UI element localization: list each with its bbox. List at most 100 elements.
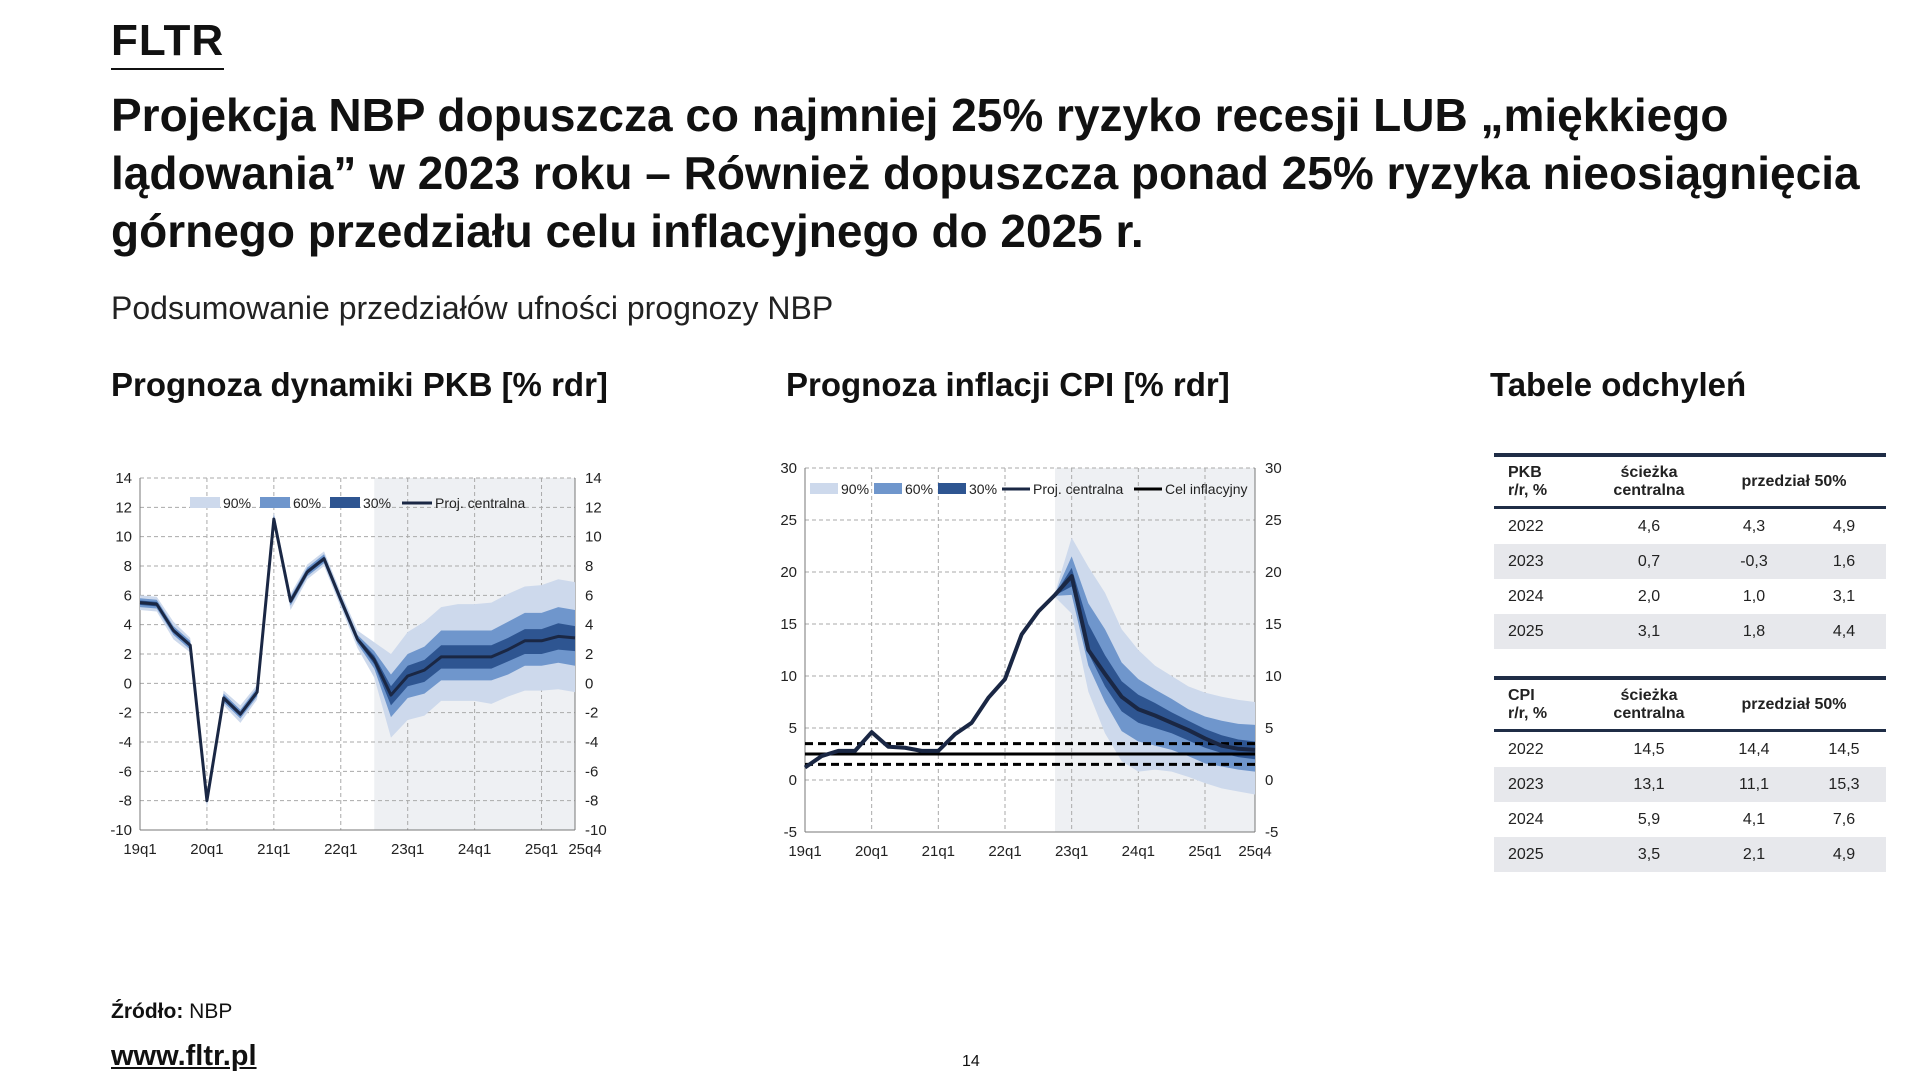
table-cell: 14,5: [1633, 740, 1665, 758]
x-tick-label: 24q1: [458, 841, 491, 858]
table-row: 2024 2,0 1,0 3,1: [1494, 579, 1886, 614]
table-cell: 2022: [1508, 517, 1544, 535]
table-cell: 3,1: [1637, 622, 1661, 640]
y-tick-label-left: 0: [124, 675, 132, 692]
table-cell: 1,6: [1832, 552, 1856, 570]
y-tick-label-right: 0: [1265, 772, 1273, 789]
table-row: 2022 4,6 4,3 4,9: [1494, 509, 1886, 544]
table-cell: 4,9: [1832, 845, 1856, 863]
x-tick-label: 24q1: [1122, 843, 1155, 860]
table-cell: 3,1: [1832, 587, 1856, 605]
y-tick-label-right: -6: [585, 763, 598, 780]
x-tick-label: 25q1: [525, 841, 558, 858]
legend-label: 90%: [223, 495, 251, 511]
table-cell: 1,0: [1742, 587, 1766, 605]
y-tick-label-right: 6: [585, 587, 593, 604]
table-cell: 3,5: [1637, 845, 1661, 863]
header-central: ścieżka centralna: [1594, 464, 1704, 500]
y-tick-label-right: 10: [585, 529, 602, 546]
y-tick-label-right: -4: [585, 734, 598, 751]
table-row: 2023 0,7 -0,3 1,6: [1494, 544, 1886, 579]
legend-label: Proj. centralna: [435, 495, 525, 511]
y-tick-label-right: 14: [585, 470, 602, 487]
tables-heading: Tabele odchyleń: [1490, 366, 1747, 403]
table-cell: 2024: [1508, 587, 1544, 605]
y-tick-label-left: 0: [789, 772, 797, 789]
table-cell: 14,4: [1738, 740, 1770, 758]
legend-swatch: [260, 497, 290, 508]
table-row: 2025 3,5 2,1 4,9: [1494, 837, 1886, 872]
legend-swatch: [190, 497, 220, 508]
x-tick-label: 21q1: [922, 843, 955, 860]
y-tick-label-right: -10: [585, 822, 607, 839]
y-tick-label-left: 6: [124, 587, 132, 604]
table-cell: 2023: [1508, 775, 1544, 793]
header-central: ścieżka centralna: [1594, 687, 1704, 723]
x-tick-label: 20q1: [855, 843, 888, 860]
header-label-line: CPI: [1508, 686, 1535, 704]
logo: FLTR: [111, 16, 225, 70]
cpi-heading: Prognoza inflacji CPI [% rdr]: [786, 366, 1230, 403]
legend-label: 90%: [841, 481, 869, 497]
y-tick-label-right: 12: [585, 499, 602, 516]
header-label: CPI r/r, %: [1494, 687, 1594, 723]
y-tick-label-left: 15: [780, 616, 797, 633]
x-tick-label: 25q4: [1238, 843, 1271, 860]
table-header: CPI r/r, % ścieżka centralna przedział 50%: [1494, 680, 1886, 732]
header-label-line: r/r, %: [1508, 481, 1548, 499]
y-tick-label-right: 30: [1265, 460, 1282, 477]
y-tick-label-right: 2: [585, 646, 593, 663]
y-tick-label-left: 20: [780, 564, 797, 581]
header-central-line: ścieżka: [1620, 686, 1678, 704]
y-tick-label-right: 25: [1265, 512, 1282, 529]
y-tick-label-left: 8: [124, 558, 132, 575]
table-row: 2025 3,1 1,8 4,4: [1494, 614, 1886, 649]
header-interval: przedział 50%: [1741, 695, 1847, 713]
website-link[interactable]: www.fltr.pl: [111, 1040, 257, 1072]
y-tick-label-right: 20: [1265, 564, 1282, 581]
y-tick-label-right: 5: [1265, 720, 1273, 737]
x-tick-label: 23q1: [1055, 843, 1088, 860]
y-tick-label-right: -2: [585, 705, 598, 722]
header-label: PKB r/r, %: [1494, 464, 1594, 500]
table-cell: 4,4: [1832, 622, 1856, 640]
y-tick-label-left: 12: [115, 499, 132, 516]
x-tick-label: 25q4: [568, 841, 601, 858]
x-tick-label: 19q1: [123, 841, 156, 858]
table-cell: 14,5: [1828, 740, 1860, 758]
cpi-table: CPI r/r, % ścieżka centralna przedział 50%…: [1494, 676, 1886, 872]
table-cell: 4,9: [1832, 517, 1856, 535]
header-label-line: PKB: [1508, 463, 1542, 481]
band30-area: [805, 567, 1255, 768]
x-tick-label: 21q1: [257, 841, 290, 858]
table-row: 2023 13,1 11,1 15,3: [1494, 767, 1886, 802]
page-subtitle: Podsumowanie przedziałów ufności prognoz…: [111, 290, 834, 326]
page-number: 14: [962, 1053, 980, 1070]
x-tick-label: 25q1: [1188, 843, 1221, 860]
table-cell: 2,1: [1742, 845, 1766, 863]
page-title: Projekcja NBP dopuszcza co najmniej 25% …: [111, 89, 1860, 257]
legend-label: 30%: [969, 481, 997, 497]
table-cell: 11,1: [1739, 775, 1769, 793]
header-interval: przedział 50%: [1741, 472, 1847, 490]
cpi-chart: -5 -5 0 0 5 5 10 10 15 15 20 20 25 25 30 30 19q1 20q1 21q1…: [780, 460, 1282, 860]
y-tick-label-left: -8: [119, 793, 132, 810]
band30-area: [140, 516, 575, 803]
source-label: Źródło:: [111, 1000, 184, 1023]
x-tick-label: 19q1: [788, 843, 821, 860]
table-top-rule: [1494, 453, 1886, 457]
table-cell: 4,3: [1742, 517, 1766, 535]
y-tick-label-left: 5: [789, 720, 797, 737]
y-tick-label-right: 0: [585, 675, 593, 692]
table-cell: 15,3: [1828, 775, 1860, 793]
legend-swatch: [810, 483, 838, 494]
table-cell: 5,9: [1637, 810, 1661, 828]
legend-swatch: [938, 483, 966, 494]
table-cell: 7,6: [1832, 810, 1856, 828]
legend-label: 30%: [363, 495, 391, 511]
table-cell: -0,3: [1740, 552, 1768, 570]
table-header: PKB r/r, % ścieżka centralna przedział 50%: [1494, 457, 1886, 509]
central-projection-line: [803, 574, 1256, 770]
y-tick-label-right: -8: [585, 793, 598, 810]
legend-label: 60%: [905, 481, 933, 497]
